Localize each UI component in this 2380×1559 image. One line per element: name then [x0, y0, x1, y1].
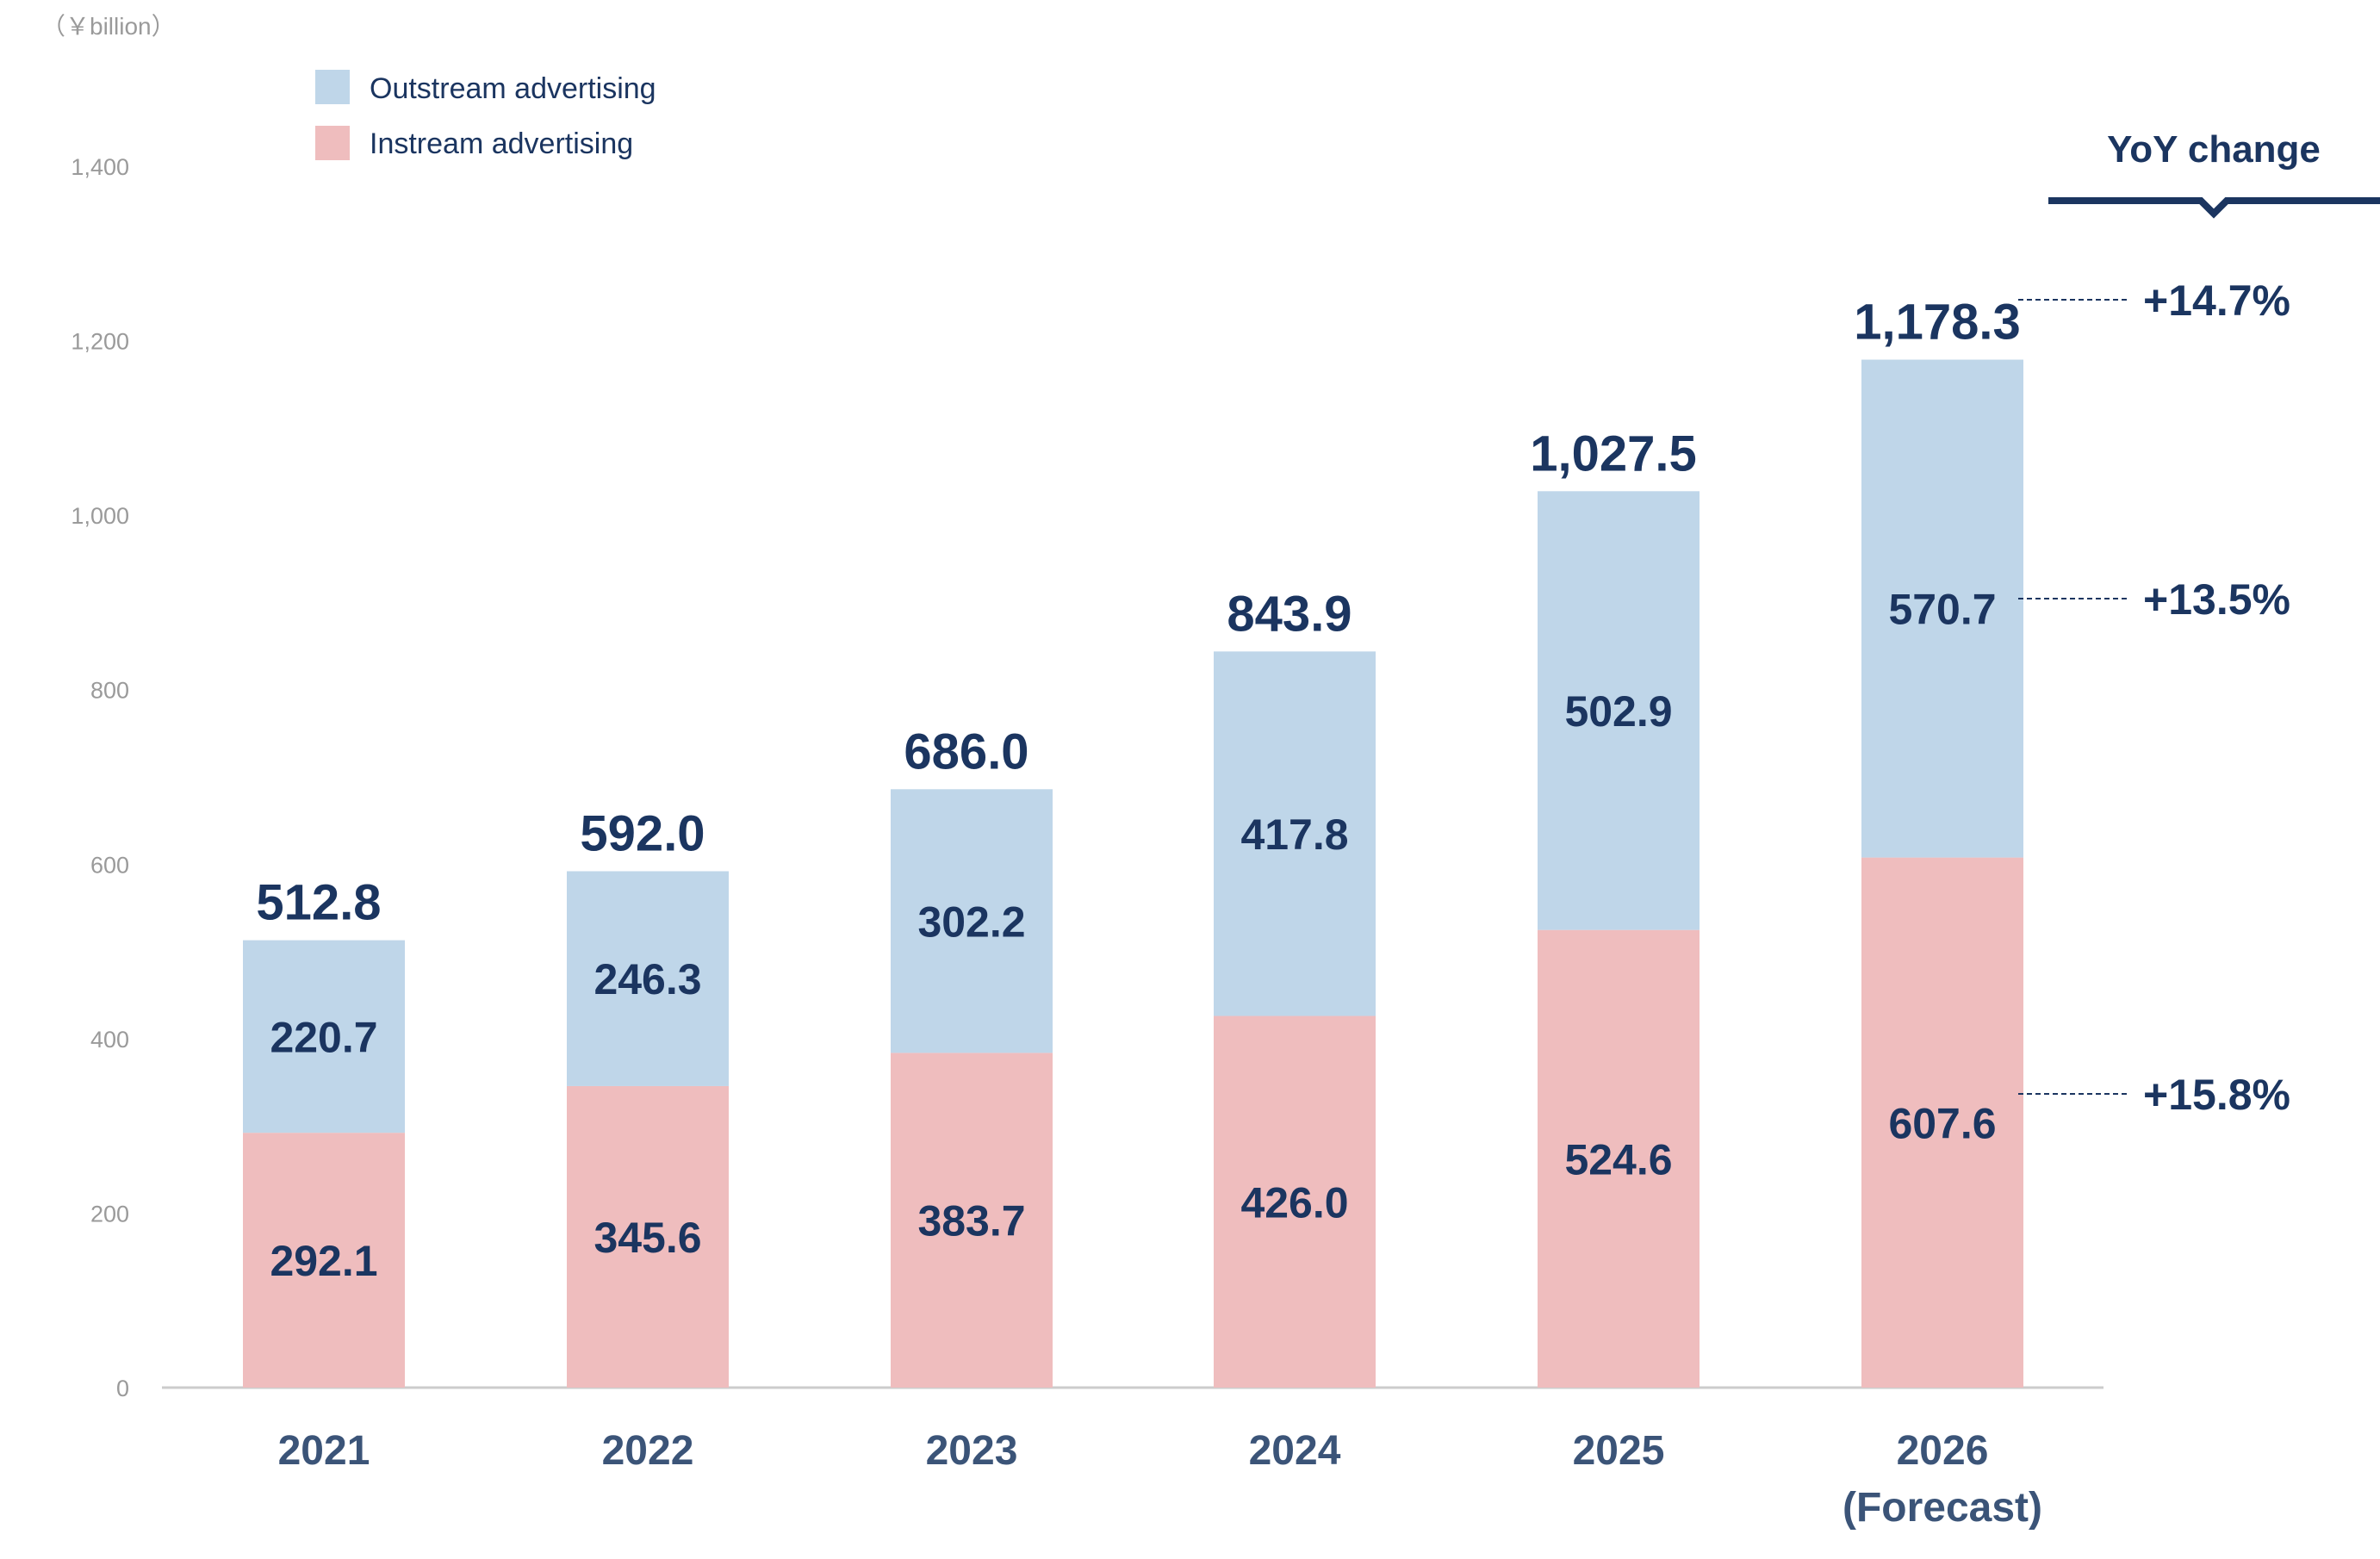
- data-label-instream: 426.0: [1240, 1178, 1348, 1227]
- bar-instream: [1861, 857, 2023, 1388]
- yoy-outstream-value: +13.5%: [2143, 575, 2290, 624]
- x-tick-label: 2023: [926, 1428, 1018, 1474]
- data-label-instream: 383.7: [917, 1197, 1025, 1245]
- yoy-title: YoY change: [2107, 128, 2321, 171]
- x-tick-label: 2021: [278, 1428, 370, 1474]
- x-tick-label: 2022: [602, 1428, 694, 1474]
- bar-instream: [1538, 929, 1700, 1388]
- data-label-instream: 524.6: [1564, 1135, 1672, 1183]
- x-tick-label: 2024: [1249, 1428, 1341, 1474]
- legend-label-outstream: Outstream advertising: [370, 72, 656, 105]
- legend-swatch-outstream: [315, 70, 350, 104]
- data-label-instream: 607.6: [1888, 1099, 1996, 1147]
- y-tick-label: 200: [90, 1201, 129, 1227]
- bar-instream: [891, 1053, 1053, 1388]
- bar-outstream: [1214, 651, 1376, 1016]
- total-label: 512.8: [256, 875, 381, 931]
- bar-instream: [1214, 1016, 1376, 1388]
- yoy-instream-value: +15.8%: [2143, 1071, 2290, 1119]
- bar-instream: [243, 1133, 405, 1388]
- data-label-outstream: 246.3: [593, 955, 701, 1003]
- unit-label: （￥billion）: [41, 13, 176, 40]
- x-tick-label: 2026: [1897, 1428, 1989, 1474]
- data-label-outstream: 417.8: [1240, 811, 1348, 859]
- y-tick-label: 1,400: [71, 154, 129, 180]
- bar-outstream: [891, 789, 1053, 1053]
- data-label-outstream: 570.7: [1888, 586, 1996, 634]
- bar-outstream: [1538, 491, 1700, 930]
- x-tick-label: 2025: [1573, 1428, 1665, 1474]
- y-tick-label: 1,200: [71, 329, 129, 355]
- data-label-outstream: 302.2: [917, 898, 1025, 946]
- y-tick-label: 800: [90, 678, 129, 704]
- y-tick-label: 0: [116, 1376, 129, 1401]
- legend-swatch-instream: [315, 126, 350, 160]
- legend-label-instream: Instream advertising: [370, 127, 633, 160]
- bar-outstream: [243, 940, 405, 1134]
- bar-outstream: [567, 871, 729, 1086]
- bar-outstream: [1861, 359, 2023, 858]
- yoy-title-underline: [2048, 197, 2380, 219]
- data-label-outstream: 502.9: [1564, 687, 1672, 736]
- y-tick-label: 600: [90, 852, 129, 878]
- y-tick-label: 400: [90, 1027, 129, 1053]
- total-label: 843.9: [1227, 586, 1352, 642]
- bar-instream: [567, 1085, 729, 1388]
- data-label-instream: 345.6: [593, 1214, 701, 1262]
- yoy-total-value: +14.7%: [2143, 276, 2290, 325]
- total-label: 1,027.5: [1530, 425, 1697, 481]
- data-label-outstream: 220.7: [270, 1013, 377, 1061]
- x-tick-label: (Forecast): [1842, 1485, 2042, 1531]
- data-label-instream: 292.1: [270, 1237, 377, 1285]
- y-tick-label: 1,000: [71, 503, 129, 529]
- total-label: 686.0: [904, 724, 1028, 780]
- total-label: 1,178.3: [1854, 295, 2021, 351]
- total-label: 592.0: [580, 805, 705, 861]
